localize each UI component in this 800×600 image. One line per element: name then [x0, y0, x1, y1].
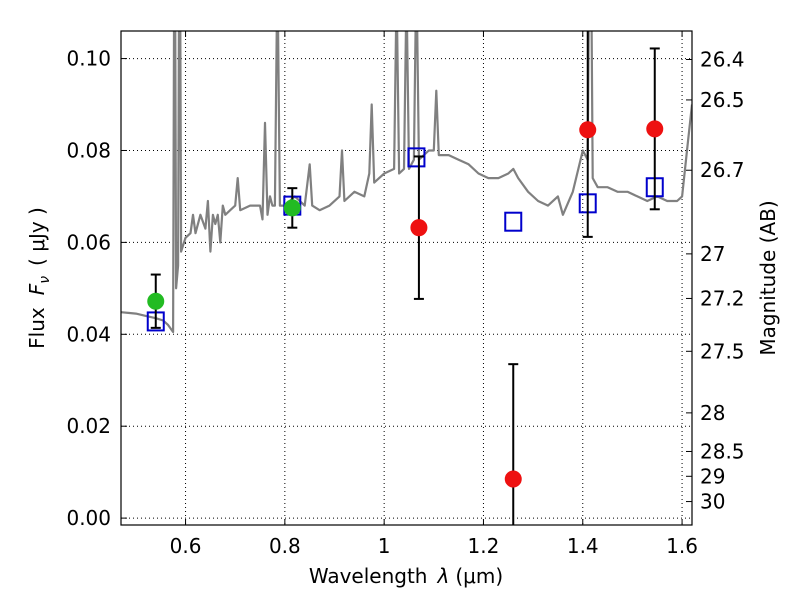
y-tick-label: 0.04: [66, 322, 111, 346]
y-tick-label: 0.10: [66, 47, 111, 71]
right-tick-label: 26.5: [700, 88, 745, 112]
y-tick-label: 0.00: [66, 506, 111, 530]
x-tick-label: 0.6: [170, 534, 202, 558]
model-photometry-square: [407, 147, 426, 168]
detection-point: [283, 199, 301, 217]
plot-frame: [120, 30, 693, 526]
y-tick-label: 0.06: [66, 230, 111, 254]
detection-point: [147, 292, 165, 310]
spectrum-line: [121, 31, 692, 334]
measurement-point: [579, 121, 597, 139]
y-tick-label: 0.08: [66, 138, 111, 162]
x-tick-label: 0.8: [269, 534, 301, 558]
plot-area: [121, 31, 692, 525]
measurement-point: [646, 120, 664, 138]
right-tick-label: 27: [700, 242, 725, 266]
y-tick-label: 0.02: [66, 414, 111, 438]
right-tick-label: 26.7: [700, 158, 745, 182]
x-tick-label: 1.4: [567, 534, 599, 558]
model-photometry-square: [504, 211, 523, 232]
x-tick-label: 1.6: [666, 534, 698, 558]
measurement-point: [410, 219, 428, 237]
x-tick-label: 1.2: [468, 534, 500, 558]
right-tick-label: 28: [700, 401, 725, 425]
right-tick-label: 28.5: [700, 439, 745, 463]
axis-ticks: 0.6 0.8 1 1.2 1.4 1.6 0.00 0.02 0.04 0.06 0.08 0.10…: [66, 31, 745, 558]
y-axis-label: FluxFν( μJy ): [25, 207, 53, 349]
right-tick-label: 29: [700, 464, 725, 488]
right-tick-label: 30: [700, 490, 725, 514]
right-tick-label: 27.2: [700, 286, 745, 310]
right-tick-label: 27.5: [700, 339, 745, 363]
x-tick-label: 1: [378, 534, 391, 558]
right-tick-label: 26.4: [700, 47, 745, 71]
right-axis-label: Magnitude (AB): [756, 200, 780, 355]
measurement-point: [504, 470, 522, 488]
x-axis-label: Wavelength λ (μm): [309, 564, 503, 588]
